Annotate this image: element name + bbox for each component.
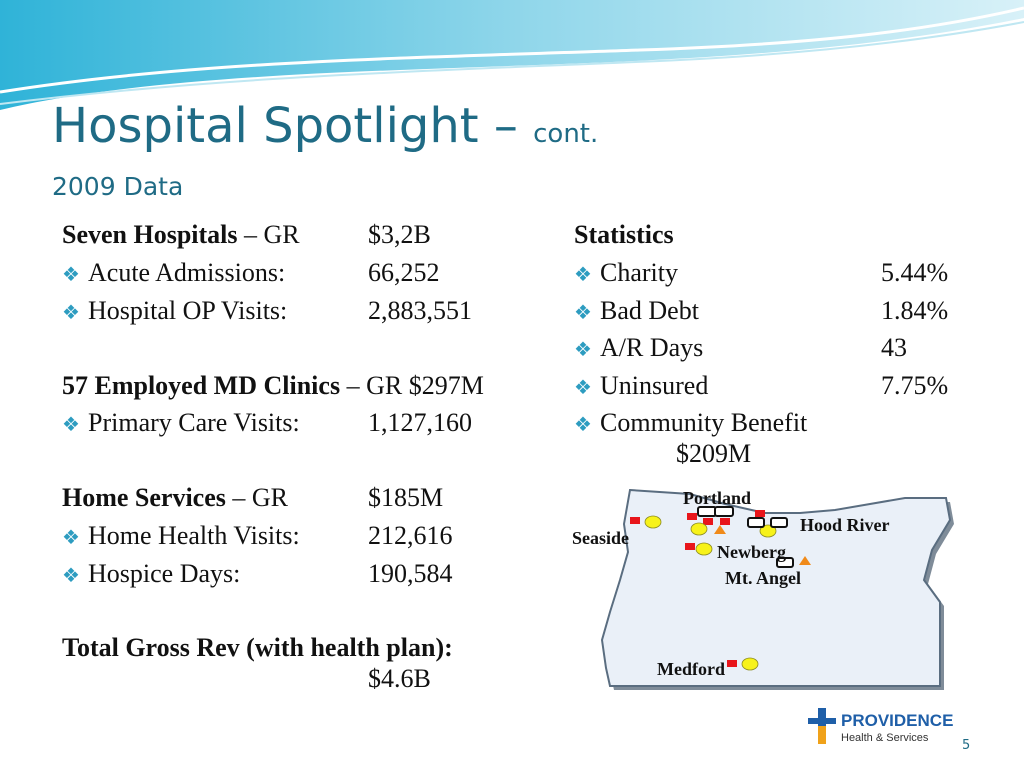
stat-item: ❖ Charity — [574, 258, 678, 290]
stat-value: 5.44% — [881, 258, 949, 287]
home-services-marker-icon — [799, 556, 811, 565]
list-item-value: 66,252 — [368, 258, 440, 287]
van-icon — [747, 517, 765, 528]
city-label-newberg: Newberg — [717, 542, 786, 562]
hospitals-heading: Seven Hospitals – GR — [62, 220, 300, 249]
list-item: ❖ Acute Admissions: — [62, 258, 285, 290]
stat-value: 1.84% — [881, 296, 949, 325]
total-label: Total Gross Rev (with health plan): — [62, 633, 453, 662]
van-icon — [770, 517, 788, 528]
svg-text:Health & Services: Health & Services — [841, 732, 929, 744]
providence-logo: PROVIDENCE Health & Services — [808, 708, 953, 744]
page-number: 5 — [962, 738, 971, 753]
clinics-heading: 57 Employed MD Clinics – GR $297M — [62, 371, 484, 400]
city-label-hood-river: Hood River — [800, 515, 890, 535]
hospital-marker-icon — [703, 518, 713, 525]
total-value: $4.6B — [368, 664, 431, 693]
stat-item: ❖ Uninsured — [574, 371, 708, 403]
hospital-marker-icon — [755, 510, 765, 517]
city-label-mt-angel: Mt. Angel — [725, 568, 801, 588]
diamond-bullet-icon: ❖ — [62, 527, 80, 549]
wave-banner — [0, 0, 1024, 110]
hospital-marker-icon — [685, 543, 695, 550]
diamond-bullet-icon: ❖ — [574, 377, 592, 399]
clinic-marker-icon — [695, 542, 713, 556]
stat-item: ❖ A/R Days — [574, 333, 703, 365]
home-value: $185M — [368, 483, 444, 512]
clinic-marker-icon — [644, 515, 662, 529]
van-icon — [776, 557, 794, 568]
oregon-map: Portland Hood River Seaside Newberg Mt. … — [572, 488, 954, 690]
stat-item: ❖ Bad Debt — [574, 296, 699, 328]
statistics-heading: Statistics — [574, 220, 674, 249]
hospital-marker-icon — [630, 517, 640, 524]
title-cont: cont. — [533, 119, 599, 149]
slide-subtitle: 2009 Data — [52, 172, 184, 201]
clinic-marker-icon — [759, 524, 777, 538]
diamond-bullet-icon: ❖ — [574, 302, 592, 324]
stat-value: $209M — [676, 439, 752, 468]
diamond-bullet-icon: ❖ — [574, 339, 592, 361]
list-item-value: 190,584 — [368, 559, 453, 588]
diamond-bullet-icon: ❖ — [62, 414, 80, 436]
hospital-marker-icon — [720, 518, 730, 525]
clinic-marker-icon — [690, 522, 708, 536]
diamond-bullet-icon: ❖ — [62, 565, 80, 587]
list-item: ❖ Home Health Visits: — [62, 521, 300, 553]
list-item: ❖ Primary Care Visits: — [62, 408, 300, 440]
diamond-bullet-icon: ❖ — [574, 264, 592, 286]
diamond-bullet-icon: ❖ — [62, 264, 80, 286]
oregon-shape — [600, 488, 952, 687]
diamond-bullet-icon: ❖ — [62, 302, 80, 324]
van-icon — [697, 506, 717, 517]
stat-value: 7.75% — [881, 371, 949, 400]
list-item-value: 1,127,160 — [368, 408, 472, 437]
list-item: ❖ Hospice Days: — [62, 559, 240, 591]
hospital-marker-icon — [727, 660, 737, 667]
clinic-marker-icon — [741, 657, 759, 671]
list-item-value: 2,883,551 — [368, 296, 472, 325]
list-item: ❖ Hospital OP Visits: — [62, 296, 287, 328]
city-label-portland: Portland — [683, 488, 751, 508]
city-label-medford: Medford — [657, 659, 725, 679]
list-item-value: 212,616 — [368, 521, 453, 550]
van-icon — [714, 506, 734, 517]
hospitals-value: $3,2B — [368, 220, 431, 249]
city-label-seaside: Seaside — [572, 528, 629, 548]
home-heading: Home Services – GR — [62, 483, 289, 512]
stat-item: ❖ Community Benefit — [574, 408, 807, 440]
stat-value: 43 — [881, 333, 907, 362]
home-services-marker-icon — [714, 525, 726, 534]
title-main: Hospital Spotlight – — [52, 98, 534, 154]
hospital-marker-icon — [687, 513, 697, 520]
diamond-bullet-icon: ❖ — [574, 414, 592, 436]
slide-title: Hospital Spotlight – cont. — [52, 98, 598, 154]
svg-text:PROVIDENCE: PROVIDENCE — [841, 711, 953, 730]
